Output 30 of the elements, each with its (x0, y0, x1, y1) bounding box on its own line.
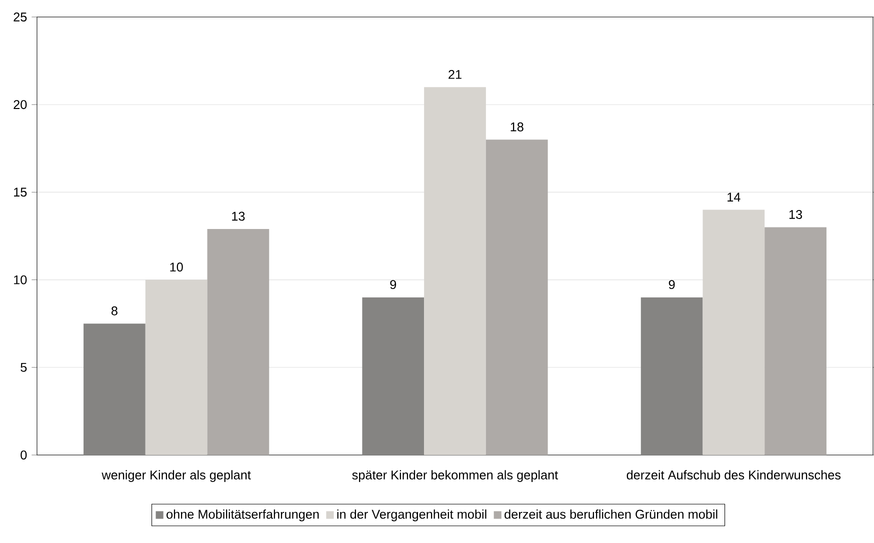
x-tick-label: weniger Kinder als geplant (102, 470, 251, 482)
data-label: 10 (170, 262, 183, 272)
bar (486, 140, 548, 455)
y-tick-label: 25 (14, 12, 27, 22)
bar (640, 297, 703, 455)
legend-label: ohne Mobilitätserfahrungen (166, 509, 319, 522)
bar (424, 87, 486, 455)
data-label: 18 (510, 122, 524, 132)
legend-label: derzeit aus beruflichen Gründen mobil (504, 509, 718, 519)
data-label: 14 (728, 192, 740, 202)
bar (207, 228, 270, 455)
bar (145, 280, 208, 455)
y-tick-label: 5 (20, 362, 27, 372)
y-tick-label: 15 (14, 188, 27, 197)
bar (362, 297, 424, 455)
data-label: 13 (789, 210, 802, 219)
legend-label: in der Vergangenheit mobil (337, 509, 486, 522)
y-tick-label: 0 (20, 450, 27, 460)
data-label: 21 (448, 70, 462, 79)
y-tick-label: 10 (14, 275, 27, 284)
bar (702, 210, 765, 455)
x-tick-label: später Kinder bekommen als geplant (352, 470, 558, 482)
bar (84, 324, 146, 455)
data-label: 9 (668, 280, 675, 290)
data-label: 8 (111, 306, 118, 316)
data-label: 9 (390, 280, 396, 290)
bar (764, 227, 826, 455)
x-tick-label: derzeit Aufschub des Kinderwunsches (626, 470, 841, 480)
data-label: 13 (232, 212, 245, 221)
y-tick-label: 20 (14, 100, 27, 110)
